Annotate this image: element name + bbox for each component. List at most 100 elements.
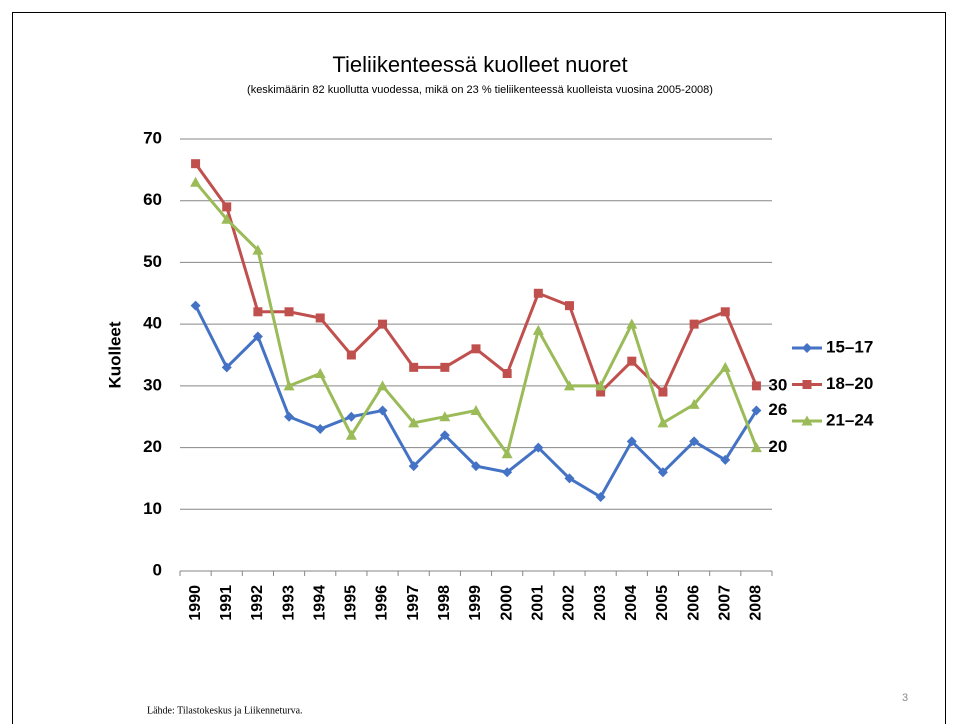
marker xyxy=(801,415,813,426)
marker xyxy=(502,467,513,478)
marker xyxy=(688,398,700,409)
marker xyxy=(252,244,264,255)
slide-border xyxy=(12,12,946,724)
marker xyxy=(378,319,388,329)
marker xyxy=(751,381,761,391)
marker xyxy=(190,176,202,187)
marker xyxy=(440,362,450,372)
marker xyxy=(284,411,295,422)
marker xyxy=(252,331,263,342)
marker xyxy=(533,442,544,453)
x-tick-label: 1995 xyxy=(343,585,360,621)
marker xyxy=(471,344,481,354)
marker xyxy=(470,405,482,416)
y-tick-label: 10 xyxy=(143,499,162,518)
marker xyxy=(345,429,357,440)
x-tick-label: 2005 xyxy=(654,585,671,621)
marker xyxy=(221,213,233,224)
marker xyxy=(346,350,356,360)
y-tick-label: 0 xyxy=(153,560,162,579)
marker xyxy=(190,300,201,311)
data-label: 20 xyxy=(768,437,787,456)
marker xyxy=(191,159,201,169)
marker xyxy=(221,362,232,373)
data-label: 26 xyxy=(768,400,787,419)
marker xyxy=(409,362,419,372)
x-tick-label: 1994 xyxy=(311,585,328,621)
marker xyxy=(627,356,637,366)
x-tick-label: 2001 xyxy=(530,585,547,621)
marker xyxy=(595,491,606,502)
marker xyxy=(377,405,388,416)
marker xyxy=(802,380,812,389)
legend-label: 18–20 xyxy=(826,374,873,393)
x-tick-label: 1998 xyxy=(436,585,453,621)
x-tick-label: 1992 xyxy=(249,585,266,621)
chart-title: Tieliikenteessä kuolleet nuoret xyxy=(332,52,627,77)
marker xyxy=(283,380,295,391)
x-tick-label: 2003 xyxy=(592,585,609,621)
marker xyxy=(315,313,325,323)
marker xyxy=(564,301,574,311)
y-tick-label: 50 xyxy=(143,252,162,271)
marker xyxy=(408,417,420,428)
x-tick-label: 1997 xyxy=(405,585,422,621)
marker xyxy=(596,387,606,397)
marker xyxy=(471,461,481,472)
marker xyxy=(253,307,263,317)
marker xyxy=(658,387,668,397)
marker xyxy=(689,436,700,447)
source-note: Lähde: Tilastokeskus ja Liikenneturva. xyxy=(147,705,303,716)
x-tick-label: 1991 xyxy=(218,585,235,621)
marker xyxy=(532,324,544,335)
marker xyxy=(595,380,607,391)
chart-subtitle: (keskimäärin 82 kuollutta vuodessa, mikä… xyxy=(247,84,713,96)
y-tick-label: 70 xyxy=(143,128,162,147)
x-tick-label: 2002 xyxy=(561,585,578,621)
marker xyxy=(626,436,637,447)
marker xyxy=(689,319,699,329)
marker xyxy=(533,288,543,298)
marker xyxy=(501,448,513,459)
x-tick-label: 2000 xyxy=(498,585,515,621)
marker xyxy=(284,307,294,317)
x-tick-label: 2007 xyxy=(716,585,733,621)
y-tick-label: 60 xyxy=(143,190,162,209)
y-tick-label: 30 xyxy=(143,375,162,394)
marker xyxy=(563,380,575,391)
marker xyxy=(222,202,232,212)
marker xyxy=(719,361,731,372)
x-tick-label: 1993 xyxy=(280,585,297,621)
marker xyxy=(750,442,762,453)
y-tick-label: 40 xyxy=(143,314,162,333)
marker xyxy=(408,461,419,472)
x-tick-label: 1996 xyxy=(374,585,391,621)
marker xyxy=(657,467,668,478)
x-tick-label: 2004 xyxy=(623,585,640,621)
marker xyxy=(564,473,575,484)
legend-label: 15–17 xyxy=(826,337,873,356)
y-axis-label: Kuolleet xyxy=(105,321,124,388)
marker xyxy=(802,343,812,353)
data-label: 30 xyxy=(768,375,787,394)
x-tick-label: 1990 xyxy=(187,585,204,621)
marker xyxy=(720,454,731,465)
y-tick-label: 20 xyxy=(143,437,162,456)
x-tick-label: 2008 xyxy=(748,585,765,621)
x-tick-label: 2006 xyxy=(685,585,702,621)
page-number: 3 xyxy=(902,692,908,704)
marker xyxy=(314,368,326,379)
x-tick-label: 1999 xyxy=(467,585,484,621)
marker xyxy=(315,424,326,435)
series-line xyxy=(194,162,758,395)
marker xyxy=(626,318,638,329)
marker xyxy=(377,380,389,391)
legend-label: 21–24 xyxy=(826,410,874,429)
marker xyxy=(346,411,357,422)
marker xyxy=(502,369,512,379)
marker xyxy=(439,411,451,422)
marker xyxy=(439,430,450,441)
marker xyxy=(720,307,730,317)
marker xyxy=(751,405,762,416)
